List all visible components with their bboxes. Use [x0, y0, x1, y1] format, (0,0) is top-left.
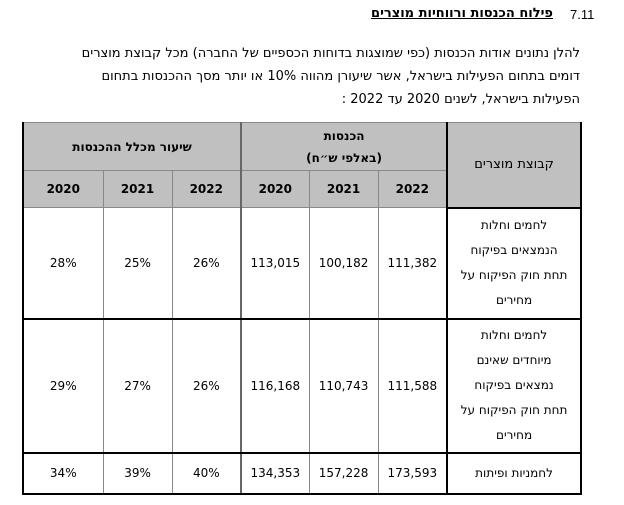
category-line: הנמצאים בפיקוח: [470, 243, 558, 257]
share-cell: 26%: [171, 318, 242, 454]
share-cell: 39%: [102, 452, 173, 495]
category-cell: לחמניות ופיתות: [446, 452, 583, 495]
category-line: מחירים: [496, 293, 533, 307]
header-row-groups: קבוצת מוצרים הכנסות (באלפי ש״ח) שיעור מכ…: [21, 122, 583, 209]
header-revenue-year: 2022: [377, 170, 448, 208]
category-line: מיוחדים שאינם: [476, 353, 552, 367]
revenue-cell: 113,015: [240, 207, 310, 320]
table-row: לחמים וחלות הנמצאים בפיקוח תחת חוק הפיקו…: [21, 207, 583, 320]
header-category: קבוצת מוצרים: [446, 122, 583, 209]
category-line: לחמניות ופיתות: [475, 465, 553, 480]
category-line: לחמים וחלות: [480, 328, 548, 342]
category-line: נמצאים בפיקוח: [474, 378, 554, 392]
revenue-cell: 134,353: [240, 452, 310, 495]
header-share-year: 2020: [21, 170, 104, 208]
header-revenue-group: הכנסות (באלפי ש״ח): [240, 122, 448, 171]
category-cell: לחמים וחלות הנמצאים בפיקוח תחת חוק הפיקו…: [446, 207, 583, 320]
header-revenue-unit: (באלפי ש״ח): [306, 150, 382, 165]
header-row-years: 2022 2021 2020 2022 2021 2020: [21, 170, 581, 208]
header-revenue-year: 2021: [308, 170, 379, 208]
category-line: מחירים: [496, 428, 533, 442]
section-number: 7.11: [570, 7, 595, 22]
revenue-cell: 111,588: [377, 318, 448, 454]
share-cell: 40%: [171, 452, 242, 495]
table-row: לחמניות ופיתות 173,593 157,228 134,353 4…: [21, 452, 583, 495]
category-line: תחת חוק הפיקוח על: [460, 268, 568, 282]
header-share-year: 2022: [171, 170, 242, 208]
intro-line: להלן נתונים אודות הכנסות (כפי שמוצגות בד…: [81, 46, 580, 61]
category-line: לחמים וחלות: [480, 218, 548, 232]
revenue-cell: 110,743: [308, 318, 379, 454]
header-revenue-year: 2020: [240, 170, 310, 208]
revenue-cell: 173,593: [377, 452, 448, 495]
header-share-group: שיעור מכלל ההכנסות: [21, 122, 242, 171]
intro-line: דומים בתחום הפעילות בישראל, אשר שיעורן מ…: [101, 69, 580, 84]
revenue-cell: 100,182: [308, 207, 379, 320]
revenue-cell: 157,228: [308, 452, 379, 495]
share-cell: 29%: [21, 318, 104, 454]
category-line: תחת חוק הפיקוח על: [460, 403, 568, 417]
table-row: לחמים וחלות מיוחדים שאינם נמצאים בפיקוח …: [21, 318, 583, 454]
share-cell: 26%: [171, 207, 242, 320]
section-title: פילוח הכנסות ורווחיות מוצרים: [371, 6, 553, 21]
revenue-cell: 116,168: [240, 318, 310, 454]
share-cell: 34%: [21, 452, 104, 495]
intro-line: הפעילות בישראל, לשנים 2020 עד 2022 :: [341, 92, 580, 107]
revenue-cell: 111,382: [377, 207, 448, 320]
category-cell: לחמים וחלות מיוחדים שאינם נמצאים בפיקוח …: [446, 318, 583, 454]
header-revenue-title: הכנסות: [323, 128, 365, 143]
intro-paragraph: להלן נתונים אודות הכנסות (כפי שמוצגות בד…: [22, 42, 580, 111]
revenue-table: קבוצת מוצרים הכנסות (באלפי ש״ח) שיעור מכ…: [21, 122, 583, 495]
share-cell: 25%: [102, 207, 173, 320]
share-cell: 28%: [21, 207, 104, 320]
share-cell: 27%: [102, 318, 173, 454]
header-share-year: 2021: [102, 170, 173, 208]
